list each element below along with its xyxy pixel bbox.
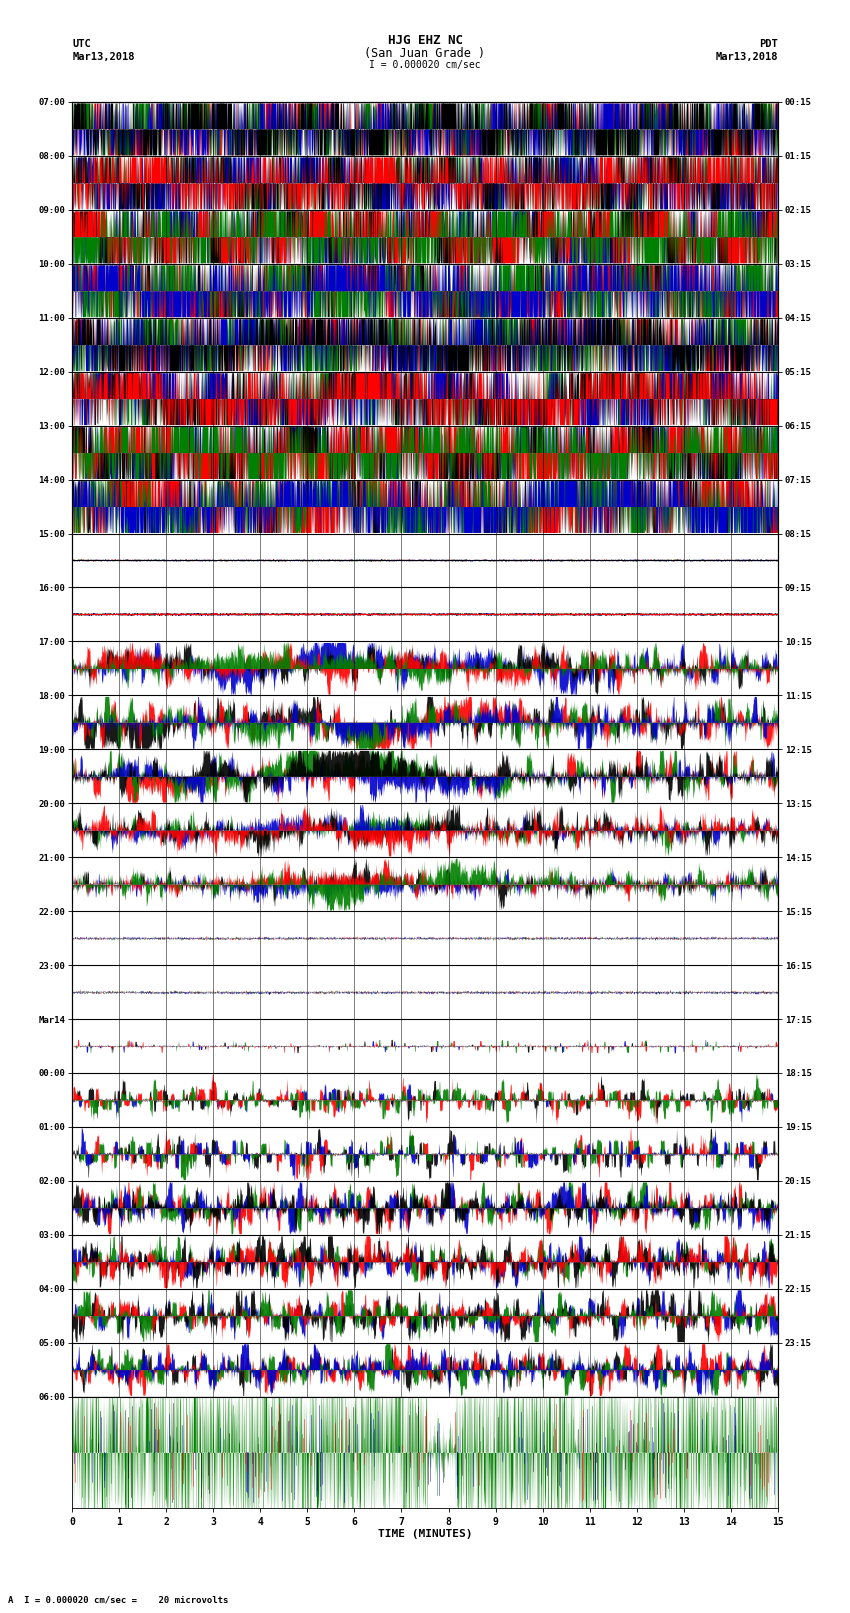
Text: UTC: UTC — [72, 39, 91, 48]
Text: A  I = 0.000020 cm/sec =    20 microvolts: A I = 0.000020 cm/sec = 20 microvolts — [8, 1595, 229, 1605]
Text: Mar13,2018: Mar13,2018 — [72, 52, 135, 61]
Text: PDT: PDT — [759, 39, 778, 48]
Text: I = 0.000020 cm/sec: I = 0.000020 cm/sec — [369, 60, 481, 69]
Text: HJG EHZ NC: HJG EHZ NC — [388, 34, 462, 47]
X-axis label: TIME (MINUTES): TIME (MINUTES) — [377, 1529, 473, 1539]
Text: (San Juan Grade ): (San Juan Grade ) — [365, 47, 485, 60]
Text: Mar13,2018: Mar13,2018 — [715, 52, 778, 61]
